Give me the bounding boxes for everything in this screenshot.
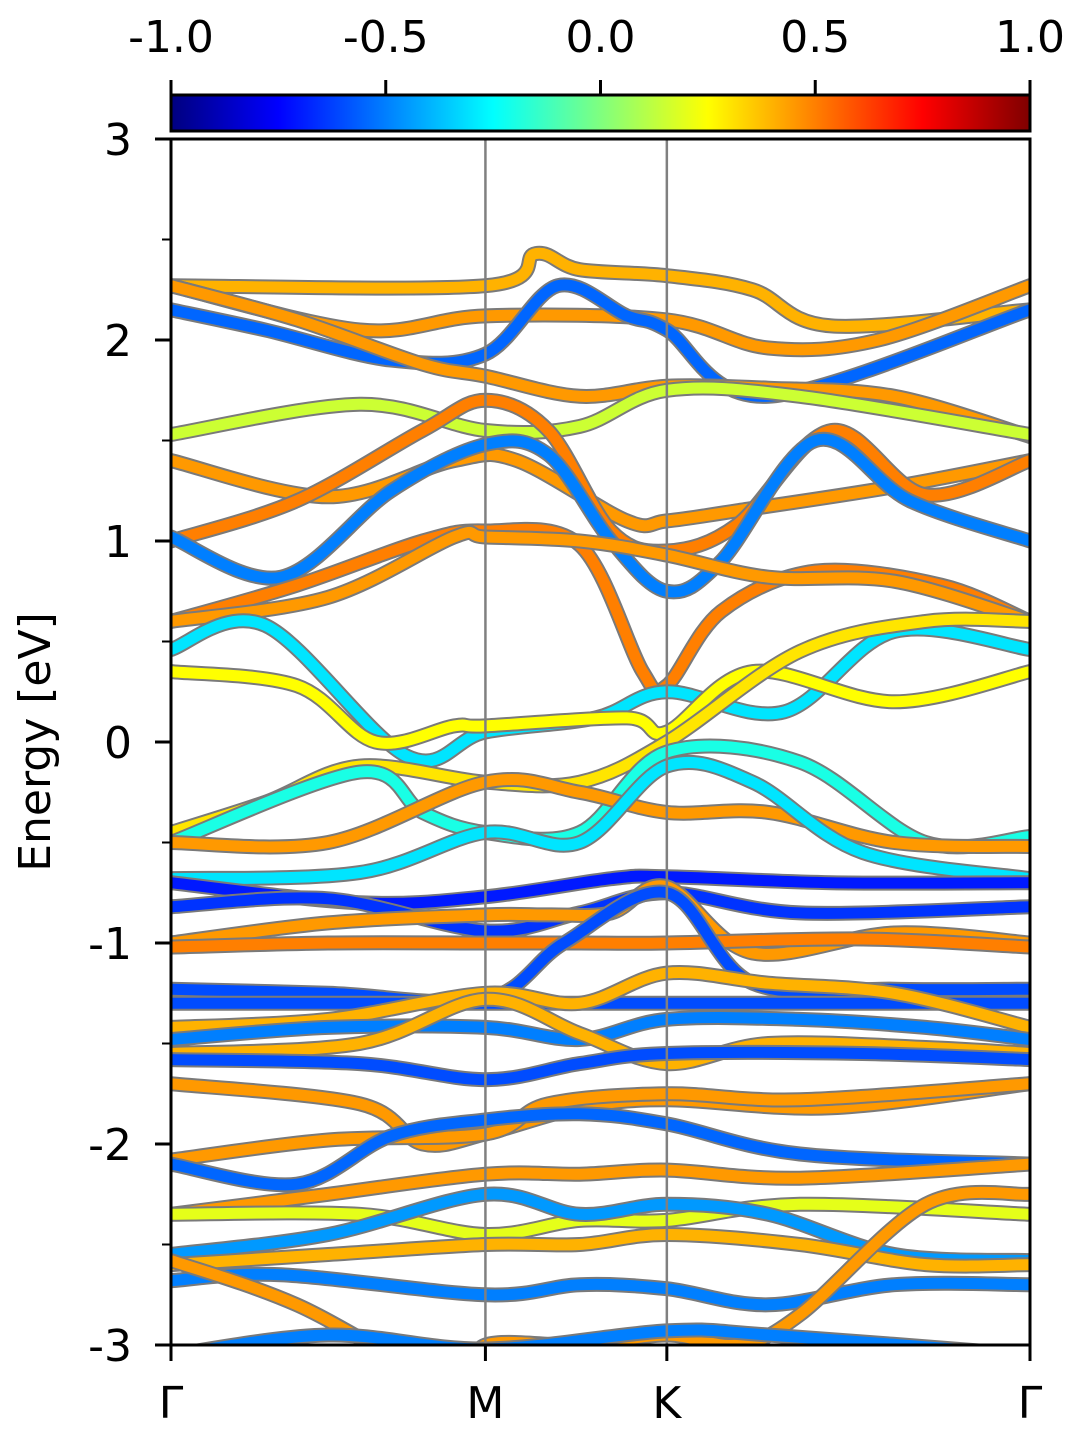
band-23 xyxy=(171,1010,1030,1048)
band-4 xyxy=(171,380,1030,442)
y-tick-label: -3 xyxy=(88,1321,132,1372)
band-line xyxy=(171,448,1030,532)
y-tick-label: 1 xyxy=(104,517,132,568)
band-line xyxy=(171,665,1030,749)
band-line xyxy=(171,247,1030,332)
band-line xyxy=(171,1078,1030,1166)
band-28 xyxy=(171,1106,1030,1193)
y-tick-label: 3 xyxy=(104,115,132,166)
band-line xyxy=(171,756,1030,885)
band-14 xyxy=(171,772,1030,855)
y-tick-label: -1 xyxy=(88,919,132,970)
band-line xyxy=(171,740,1030,853)
y-tick-label: 2 xyxy=(104,316,132,367)
band-line xyxy=(171,1108,1030,1191)
band-line xyxy=(171,526,1030,627)
colorbar-tick-label: 0.0 xyxy=(566,12,636,63)
band-15 xyxy=(171,754,1030,887)
band-line xyxy=(171,933,1030,953)
band-13 xyxy=(171,738,1030,855)
kpoint-label: Γ xyxy=(1018,1378,1043,1429)
band-line xyxy=(171,967,1030,1033)
band-29 xyxy=(171,1156,1030,1222)
band-line xyxy=(171,1268,1030,1311)
colorbar: -1.0 -0.5 0.0 0.5 1.0 xyxy=(128,12,1065,133)
kpoint-label: Γ xyxy=(159,1378,184,1429)
plot-area: -3 -2 -1 0 1 2 3 Γ M K Γ Energy [eV] xyxy=(10,115,1043,1429)
colorbar-gradient xyxy=(169,93,1032,133)
kpoint-label: K xyxy=(652,1378,682,1429)
y-tick-label: 0 xyxy=(104,718,132,769)
band-11 xyxy=(171,663,1030,751)
band-24 xyxy=(171,991,1030,1072)
band-line xyxy=(199,1324,973,1345)
band-9 xyxy=(171,524,1030,629)
band-19 xyxy=(171,931,1030,955)
band-25 xyxy=(171,1045,1030,1088)
colorbar-tick-label: 0.5 xyxy=(780,12,850,63)
colorbar-tick-label: 1.0 xyxy=(995,12,1065,63)
band-line xyxy=(171,280,1030,442)
y-tick-label: -2 xyxy=(88,1120,132,1171)
bands xyxy=(171,245,1030,1345)
band-line xyxy=(171,1158,1030,1220)
band-line xyxy=(171,1047,1030,1086)
colorbar-ticks: -1.0 -0.5 0.0 0.5 1.0 xyxy=(128,12,1065,95)
band-32 xyxy=(171,1227,1030,1274)
band-line xyxy=(171,382,1030,440)
colorbar-tick-label: -0.5 xyxy=(343,12,429,63)
band-33 xyxy=(171,1266,1030,1313)
band-line xyxy=(171,1012,1030,1046)
kpoint-label: M xyxy=(466,1378,504,1429)
band-5 xyxy=(171,446,1030,534)
y-axis-title: Energy [eV] xyxy=(10,612,61,872)
kpath-lines xyxy=(484,139,669,1345)
band-35 xyxy=(187,1322,999,1345)
band-3 xyxy=(171,278,1030,444)
band-22 xyxy=(171,965,1030,1035)
band-line xyxy=(171,774,1030,853)
band-0 xyxy=(171,245,1030,334)
band-line xyxy=(171,1229,1030,1272)
band-27 xyxy=(171,1076,1030,1168)
colorbar-tick-label: -1.0 xyxy=(128,12,214,63)
band-line xyxy=(171,993,1030,1070)
y-axis-ticks: -3 -2 -1 0 1 2 3 xyxy=(88,115,171,1372)
